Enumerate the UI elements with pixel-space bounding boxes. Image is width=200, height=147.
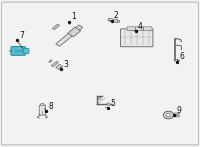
Text: 9: 9 (176, 106, 181, 115)
FancyBboxPatch shape (121, 29, 153, 47)
Text: 6: 6 (179, 52, 184, 61)
Text: 3: 3 (63, 60, 68, 69)
Text: 2: 2 (114, 11, 118, 20)
Text: 1: 1 (71, 12, 76, 21)
Polygon shape (56, 64, 63, 70)
Circle shape (175, 60, 178, 61)
Polygon shape (56, 25, 83, 46)
FancyBboxPatch shape (23, 48, 29, 54)
Polygon shape (52, 24, 60, 30)
FancyBboxPatch shape (174, 113, 179, 117)
Circle shape (163, 111, 174, 119)
Text: 4: 4 (138, 22, 143, 31)
FancyBboxPatch shape (39, 105, 46, 115)
Circle shape (166, 113, 171, 117)
Polygon shape (51, 61, 58, 67)
Polygon shape (68, 27, 81, 37)
Polygon shape (9, 50, 12, 52)
Circle shape (40, 103, 45, 107)
FancyBboxPatch shape (11, 47, 25, 55)
Polygon shape (117, 20, 119, 22)
FancyBboxPatch shape (1, 2, 199, 145)
FancyBboxPatch shape (144, 27, 152, 31)
Polygon shape (49, 60, 52, 62)
Polygon shape (108, 18, 118, 22)
FancyBboxPatch shape (135, 27, 144, 31)
Text: 8: 8 (48, 102, 53, 111)
Circle shape (107, 103, 110, 105)
Circle shape (98, 97, 101, 99)
Text: 5: 5 (110, 99, 115, 108)
Circle shape (176, 114, 178, 116)
Text: 7: 7 (19, 31, 24, 40)
FancyBboxPatch shape (127, 27, 135, 31)
